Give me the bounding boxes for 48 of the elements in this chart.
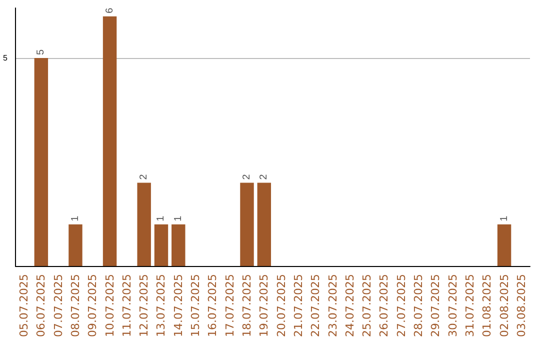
- x-tick-label: 11.07.2025: [120, 274, 134, 338]
- x-tick-label: 21.07.2025: [292, 274, 305, 338]
- bar: [34, 58, 48, 266]
- data-label: 2: [258, 174, 270, 180]
- x-tick-label: 26.07.2025: [378, 274, 391, 338]
- bar: [257, 182, 272, 266]
- x-tick-label: 25.07.2025: [360, 274, 374, 338]
- bar: [154, 224, 168, 266]
- x-tick-label: 09.07.2025: [86, 274, 100, 338]
- x-tick-label: 08.07.2025: [68, 274, 82, 338]
- data-label: 1: [70, 215, 81, 222]
- x-tick-label: 28.07.2025: [412, 274, 426, 338]
- x-tick-label: 23.07.2025: [326, 274, 340, 338]
- data-label: 6: [104, 7, 116, 14]
- x-tick-label: 03.08.2025: [514, 274, 528, 338]
- bar: [137, 182, 151, 266]
- x-tick-label: 12.07.2025: [138, 274, 151, 338]
- bar: [102, 16, 117, 266]
- x-tick-label: 17.07.2025: [223, 274, 236, 338]
- x-tick-label: 18.07.2025: [240, 274, 254, 338]
- data-label: 5: [36, 48, 47, 55]
- bar: [172, 224, 186, 266]
- data-label: 1: [156, 215, 167, 222]
- x-tick-label: 14.07.2025: [172, 274, 185, 338]
- x-tick-label: 29.07.2025: [429, 274, 442, 338]
- x-tick-label: 05.07.2025: [18, 274, 31, 338]
- x-tick-label: 20.07.2025: [274, 274, 288, 338]
- bar: [240, 182, 254, 266]
- data-label: 1: [172, 215, 184, 222]
- x-tick-label: 06.07.2025: [34, 274, 48, 338]
- bar: [68, 224, 82, 266]
- x-tick-label: 24.07.2025: [343, 274, 356, 338]
- x-tick-label: 07.07.2025: [52, 274, 65, 338]
- x-tick-label: 10.07.2025: [103, 274, 116, 338]
- x-tick-label: 31.07.2025: [463, 274, 476, 338]
- x-tick-label: 22.07.2025: [309, 274, 322, 338]
- data-label: 2: [138, 174, 150, 180]
- x-tick-label: 02.08.2025: [498, 274, 511, 338]
- x-tick-label: 16.07.2025: [206, 274, 220, 338]
- x-tick-label: 13.07.2025: [154, 274, 168, 338]
- data-label: 1: [498, 215, 510, 222]
- data-label: 2: [241, 174, 252, 180]
- x-tick-label: 27.07.2025: [394, 274, 408, 338]
- x-tick-label: 30.07.2025: [446, 274, 460, 338]
- bar: [497, 224, 512, 266]
- x-tick-label: 01.08.2025: [480, 274, 494, 338]
- x-tick-label: 15.07.2025: [189, 274, 202, 338]
- x-tick-label: 19.07.2025: [258, 274, 271, 338]
